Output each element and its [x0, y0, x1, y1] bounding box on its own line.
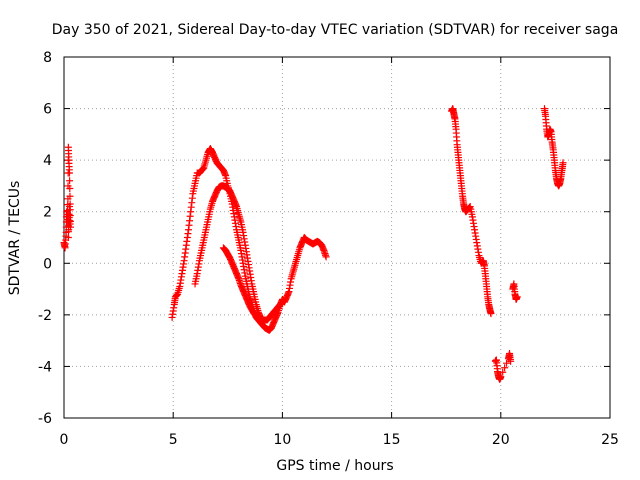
x-tick-label: 15: [383, 432, 401, 448]
data-point: [513, 293, 521, 301]
y-tick-labels: -6 -4 -2 0 2 4 6 8: [38, 50, 52, 427]
data-point: [65, 218, 73, 226]
data-point: [65, 203, 73, 211]
y-tick-label: 2: [43, 205, 52, 221]
x-tick-labels: 0 5 10 15 20 25: [60, 432, 619, 448]
data-point: [254, 312, 262, 320]
y-tick-label: -2: [38, 308, 52, 324]
y-tick-label: 4: [43, 153, 52, 169]
y-axis-label: SDTVAR / TECUs: [7, 181, 23, 296]
x-tick-label: 20: [492, 432, 510, 448]
data-point: [66, 192, 74, 200]
y-tick-label: 8: [43, 50, 52, 66]
y-tick-label: -4: [38, 359, 52, 375]
x-tick-label: 5: [169, 432, 178, 448]
data-point: [65, 210, 73, 218]
data-point: [65, 226, 73, 234]
x-tick-label: 0: [60, 432, 69, 448]
data-point: [497, 373, 505, 381]
data-point: [501, 364, 509, 372]
x-tick-label: 25: [601, 432, 619, 448]
data-point: [278, 298, 286, 306]
data-point: [66, 177, 74, 185]
grid-lines: [64, 57, 610, 418]
data-point: [503, 359, 511, 367]
data-point: [507, 357, 515, 365]
data-point: [499, 368, 507, 376]
chart-title: Day 350 of 2021, Sidereal Day-to-day VTE…: [52, 22, 619, 38]
axis-ticks: [63, 56, 611, 419]
data-point: [559, 159, 567, 167]
data-point: [487, 310, 495, 318]
data-point: [64, 234, 72, 241]
plot-frame: [63, 56, 611, 419]
data-point: [65, 169, 73, 177]
data-point: [322, 253, 330, 261]
data-point: [66, 185, 74, 193]
x-axis-label: GPS time / hours: [276, 458, 393, 474]
x-tick-label: 10: [273, 432, 291, 448]
y-tick-label: 0: [43, 256, 52, 272]
data-points: [60, 105, 567, 383]
y-tick-label: 6: [43, 102, 52, 118]
y-tick-label: -6: [38, 411, 52, 427]
